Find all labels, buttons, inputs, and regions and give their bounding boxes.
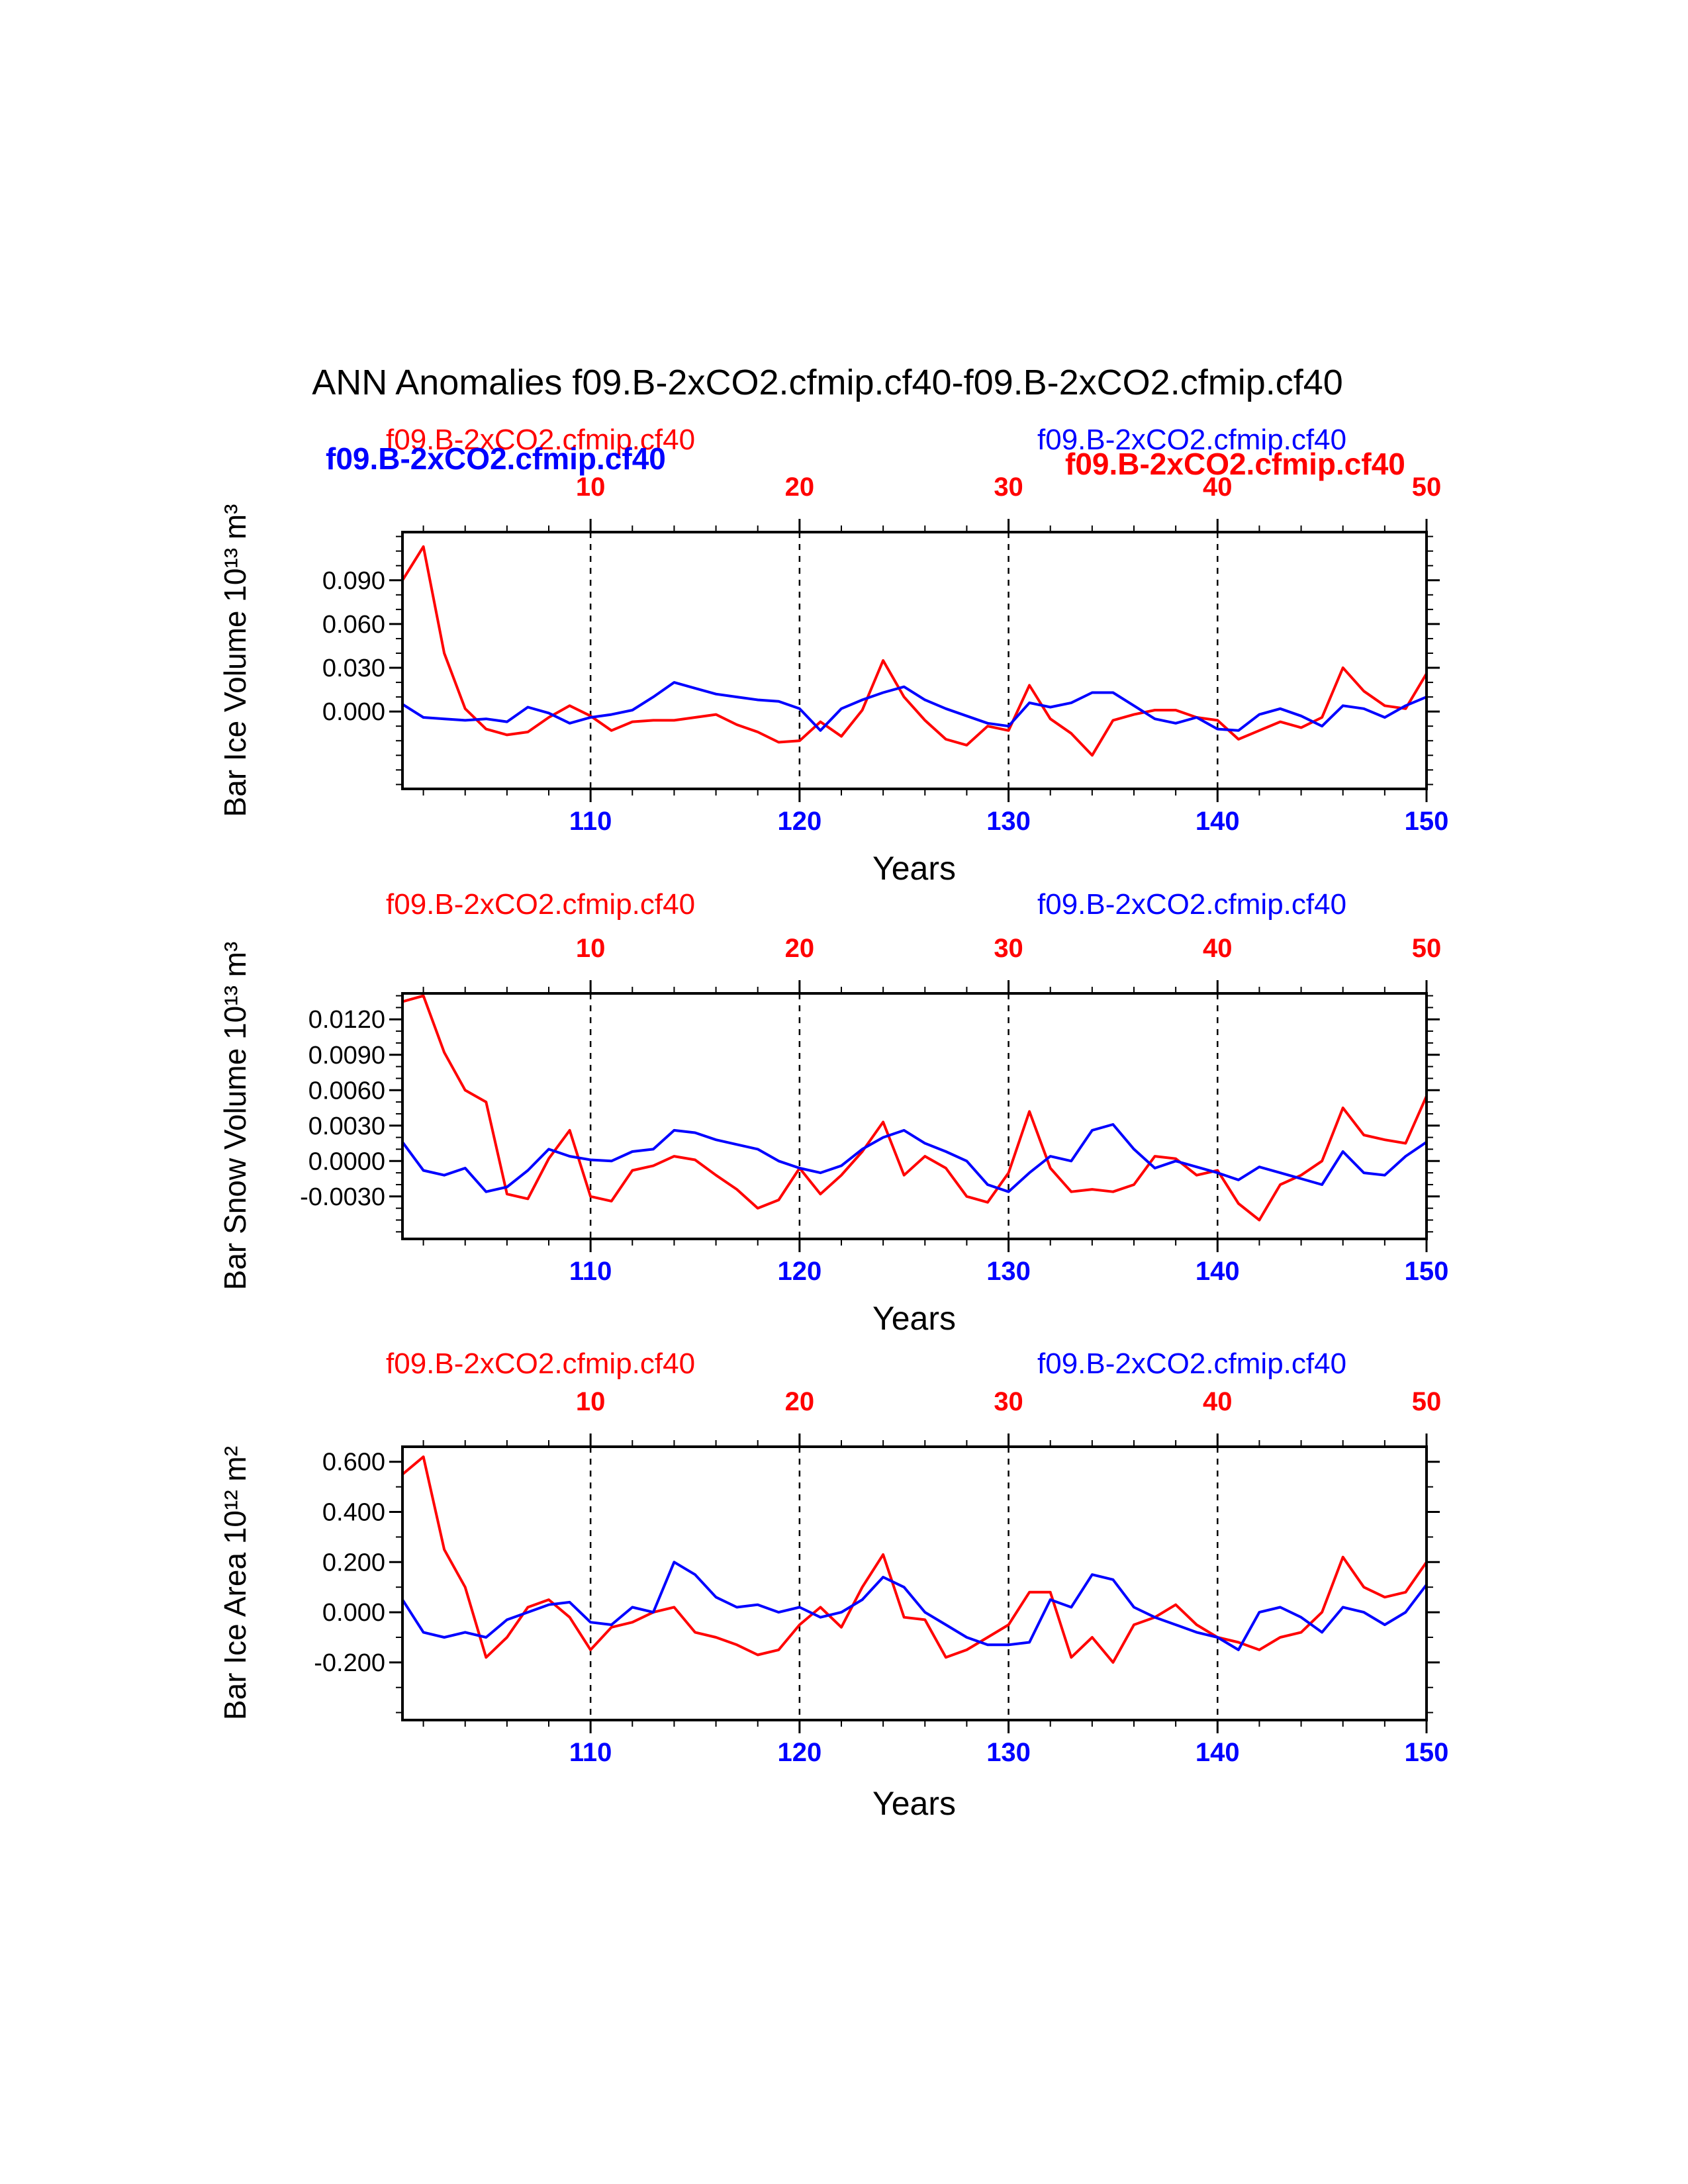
panel2-legend-left: f09.B-2xCO2.cfmip.cf40 — [386, 888, 696, 921]
x-tick-label-bottom: 110 — [569, 807, 612, 836]
x-tick-label-top: 20 — [785, 473, 815, 502]
y-tick-label: 0.090 — [322, 567, 385, 595]
x-tick-label-bottom: 140 — [1196, 1738, 1240, 1767]
y-tick-label: 0.200 — [322, 1549, 385, 1576]
y-tick-label: 0.0060 — [308, 1077, 385, 1105]
y-tick-label: 0.060 — [322, 611, 385, 639]
y-tick-label: 0.000 — [322, 1599, 385, 1627]
panel1-y-axis-label: Bar Ice Volume 10¹³ m³ — [218, 504, 252, 817]
panel3-y-axis-label: Bar Ice Area 10¹² m² — [218, 1445, 252, 1721]
panel2-legend-right: f09.B-2xCO2.cfmip.cf40 — [1037, 888, 1347, 921]
x-tick-label-bottom: 120 — [777, 807, 821, 836]
x-tick-label-bottom: 150 — [1405, 1738, 1449, 1767]
y-tick-label: 0.400 — [322, 1499, 385, 1527]
x-tick-label-top: 20 — [785, 1387, 815, 1416]
x-tick-label-top: 10 — [576, 473, 606, 502]
x-tick-label-top: 10 — [576, 1387, 606, 1416]
panel1-overlap-legend-left: f09.B-2xCO2.cfmip.cf40 — [326, 441, 666, 476]
x-tick-label-bottom: 150 — [1405, 807, 1449, 836]
panel3-legend-left: f09.B-2xCO2.cfmip.cf40 — [386, 1347, 696, 1380]
x-tick-label-top: 30 — [994, 1387, 1023, 1416]
series-line — [402, 545, 1427, 757]
x-tick-label-bottom: 120 — [777, 1738, 821, 1767]
panel1-legend-left: f09.B-2xCO2.cfmip.cf40 — [386, 424, 696, 456]
y-tick-label: 0.0000 — [308, 1148, 385, 1175]
x-tick-label-bottom: 110 — [569, 1257, 612, 1286]
x-tick-label-top: 50 — [1412, 473, 1442, 502]
y-tick-label: 0.000 — [322, 698, 385, 726]
x-tick-label-bottom: 140 — [1196, 807, 1240, 836]
y-tick-label: 0.600 — [322, 1449, 385, 1477]
y-tick-label: -0.0030 — [300, 1183, 385, 1211]
series-line — [402, 1455, 1427, 1664]
x-tick-label-top: 10 — [576, 934, 606, 963]
x-tick-label-top: 40 — [1203, 1387, 1233, 1416]
plot-border — [401, 1445, 1428, 1721]
series-line — [402, 994, 1427, 1222]
panel1-overlap-legend-right: f09.B-2xCO2.cfmip.cf40 — [1065, 447, 1405, 481]
series-line — [402, 1561, 1427, 1651]
y-tick-label: -0.200 — [314, 1649, 385, 1677]
plot-border — [401, 992, 1428, 1240]
x-tick-label-top: 50 — [1412, 1387, 1442, 1416]
x-tick-label-bottom: 120 — [777, 1257, 821, 1286]
x-tick-label-top: 30 — [994, 934, 1023, 963]
y-tick-label: 0.0090 — [308, 1042, 385, 1069]
x-tick-label-top: 40 — [1203, 473, 1233, 502]
plot-border — [401, 531, 1428, 790]
panel1-legend-right: f09.B-2xCO2.cfmip.cf40 — [1037, 424, 1347, 456]
x-tick-label-top: 20 — [785, 934, 815, 963]
panel2-x-axis-label: Years — [872, 1300, 957, 1337]
y-tick-label: 0.030 — [322, 655, 385, 682]
panel1-x-axis-label: Years — [872, 850, 957, 887]
x-tick-label-bottom: 130 — [986, 1738, 1031, 1767]
x-tick-label-bottom: 130 — [986, 1257, 1031, 1286]
chart-title: ANN Anomalies f09.B-2xCO2.cfmip.cf40-f09… — [312, 363, 1343, 402]
x-tick-label-bottom: 110 — [569, 1738, 612, 1767]
series-line — [402, 1123, 1427, 1193]
x-tick-label-top: 30 — [994, 473, 1023, 502]
panel2-y-axis-label: Bar Snow Volume 10¹³ m³ — [218, 941, 252, 1291]
panel3-legend-right: f09.B-2xCO2.cfmip.cf40 — [1037, 1347, 1347, 1380]
x-tick-label-top: 50 — [1412, 934, 1442, 963]
panel3-x-axis-label: Years — [872, 1785, 957, 1822]
y-tick-label: 0.0030 — [308, 1113, 385, 1140]
x-tick-label-bottom: 130 — [986, 807, 1031, 836]
x-tick-label-bottom: 150 — [1405, 1257, 1449, 1286]
series-line — [402, 681, 1427, 732]
x-tick-label-top: 40 — [1203, 934, 1233, 963]
x-tick-label-bottom: 140 — [1196, 1257, 1240, 1286]
y-tick-label: 0.0120 — [308, 1006, 385, 1034]
